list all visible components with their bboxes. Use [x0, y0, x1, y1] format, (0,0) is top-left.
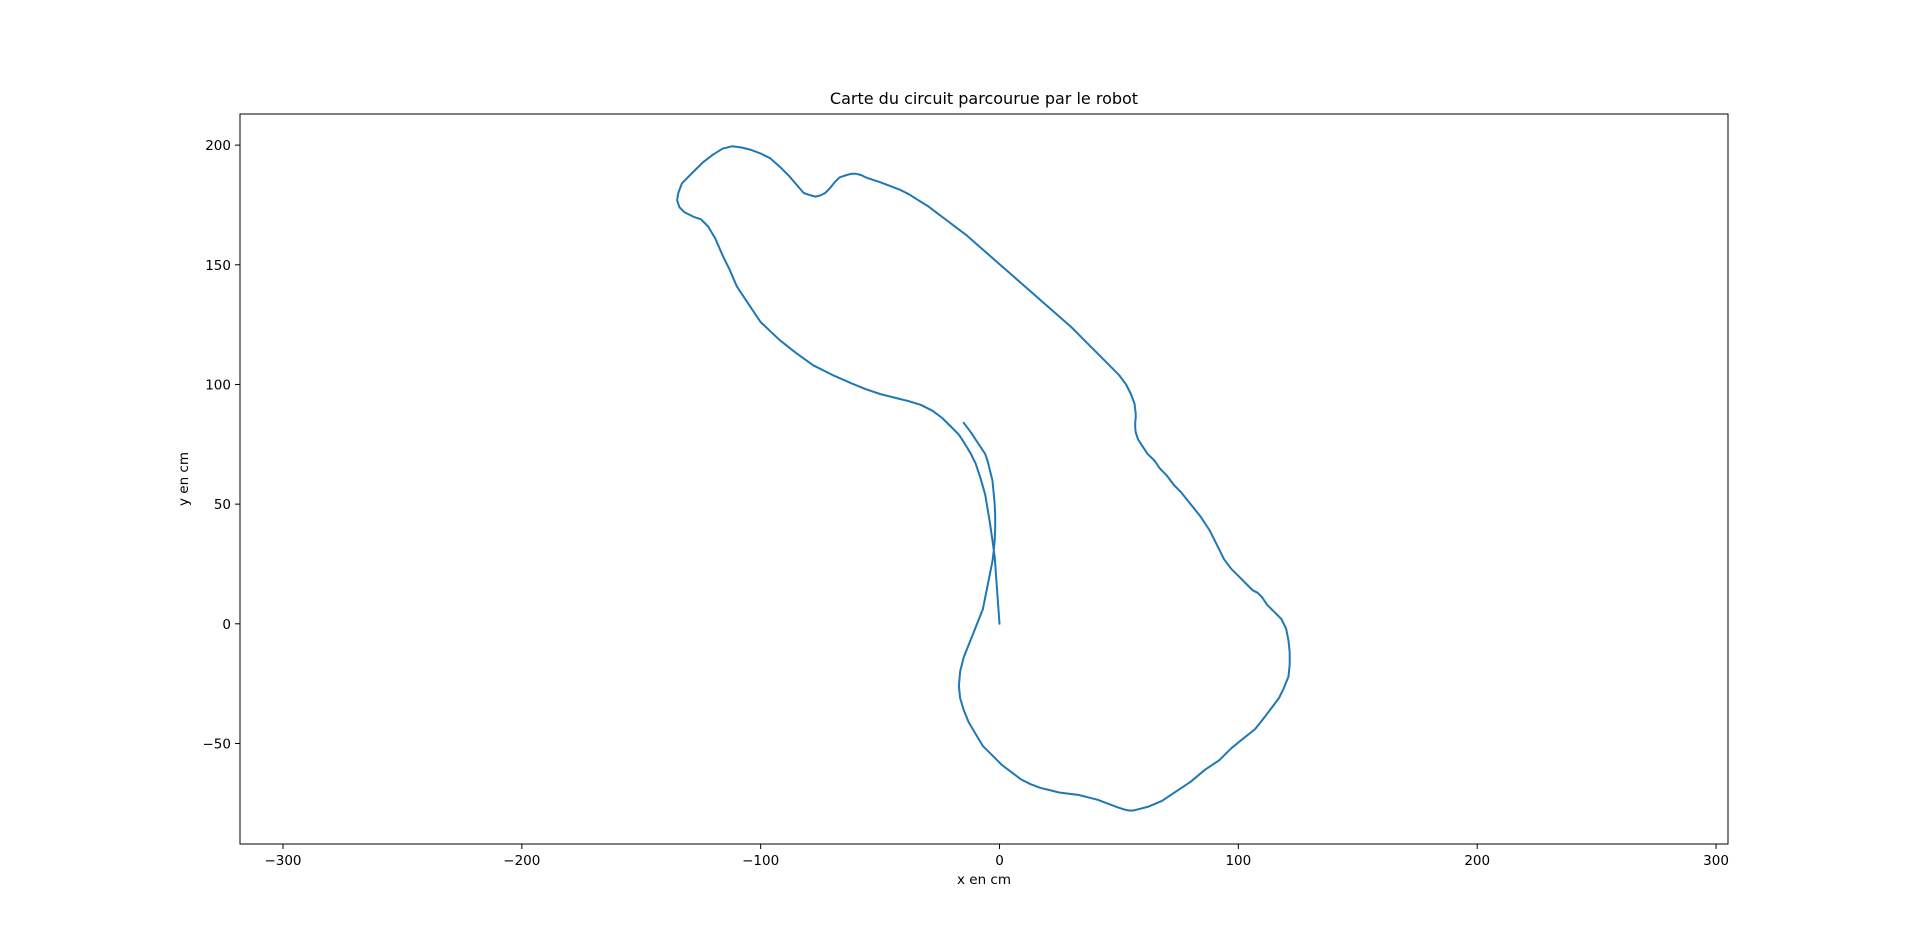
x-tick-label: −300	[264, 853, 301, 869]
x-tick-label: 300	[1703, 853, 1729, 869]
x-tick-label: 200	[1464, 853, 1490, 869]
y-tick-label: 0	[222, 617, 231, 633]
y-tick-label: 100	[205, 377, 231, 393]
x-tick-label: 100	[1225, 853, 1251, 869]
y-tick-label: 200	[205, 138, 231, 154]
x-tick-label: −100	[742, 853, 779, 869]
plot-frame	[239, 113, 1729, 845]
chart-title: Carte du circuit parcourue par le robot	[830, 89, 1138, 108]
y-tick-label: 50	[214, 497, 231, 513]
series-group	[676, 145, 1291, 812]
y-tick-label: 150	[205, 258, 231, 274]
x-tick-label: 0	[995, 853, 1004, 869]
y-tick-label: −50	[203, 736, 232, 752]
robot-path-line	[676, 145, 1291, 812]
x-tick-label: −200	[503, 853, 540, 869]
x-axis-label: x en cm	[957, 872, 1011, 888]
y-axis-label: y en cm	[176, 452, 192, 506]
axis-ticks: −300 −200 −100 0 100 200 300 −50 0 50 100 150 200	[203, 138, 1729, 869]
